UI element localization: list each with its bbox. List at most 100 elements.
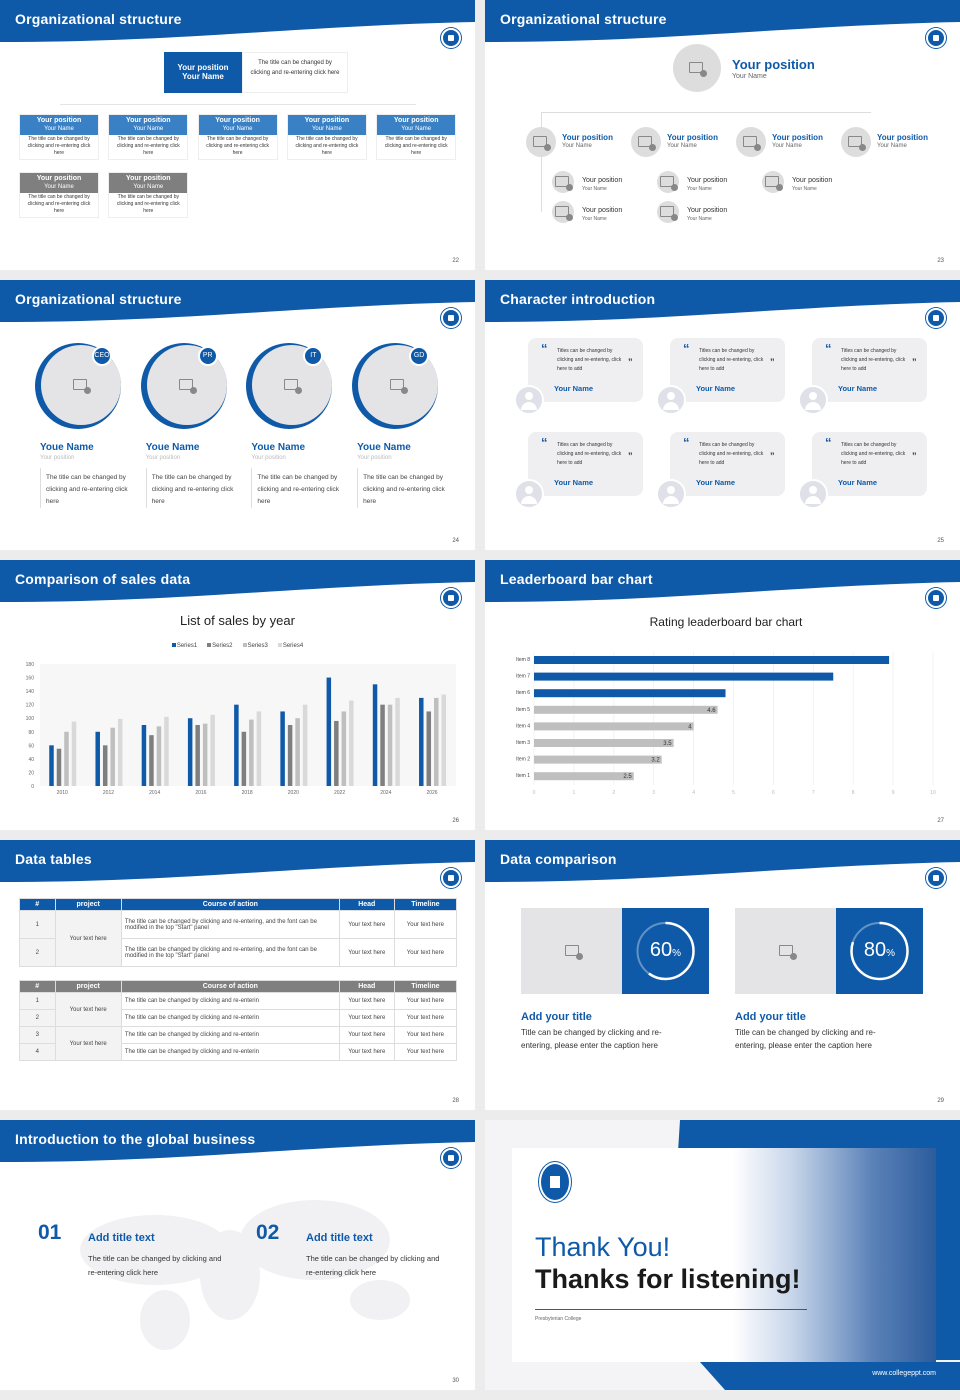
progress-ring: [636, 921, 695, 981]
slide-6[interactable]: Leaderboard bar chart 27 Rating leaderboar…: [485, 560, 960, 830]
header-shape: [0, 560, 475, 602]
open-quote-icon: “: [541, 341, 548, 356]
image-placeholder[interactable]: [673, 44, 721, 92]
college-logo: [441, 308, 461, 328]
slide-7[interactable]: Data tables 28 # project Course of action Hea…: [0, 840, 475, 1110]
position-card[interactable]: Your position Your Name The title can be c…: [19, 172, 99, 218]
image-placeholder[interactable]: [552, 201, 574, 223]
item-desc: Title can be changed by clicking and re-…: [521, 1028, 662, 1050]
image-placeholder[interactable]: [736, 127, 766, 157]
user-icon-body: [805, 496, 821, 504]
legend-label: Series2: [212, 643, 233, 649]
column-header: Timeline: [393, 980, 458, 993]
card-header: Your position Your Name: [287, 115, 366, 135]
chart-title: Rating leaderboard bar chart: [649, 615, 803, 629]
header-shape: [0, 0, 475, 42]
top-box[interactable]: Your position Your Name: [164, 52, 242, 93]
member-position: Your position: [145, 455, 181, 461]
slide-title: Data tables: [15, 851, 92, 867]
item-title: Add title text: [306, 1232, 373, 1244]
position-card[interactable]: Your position Your Name The title can be c…: [108, 114, 189, 160]
legend-label: Series3: [247, 643, 268, 649]
desc: The title can be changed by clicking and…: [206, 136, 269, 156]
ring-fill: [636, 921, 695, 981]
x-tick-label: 2022: [334, 790, 345, 796]
badge: PR: [197, 346, 218, 366]
bar: [534, 739, 674, 747]
legend-item: Series4: [277, 643, 303, 649]
slide-3[interactable]: Organizational structure 24 CEO Youe Name Yo…: [0, 280, 475, 550]
page-number: 22: [452, 258, 459, 264]
page-number: 28: [452, 1098, 459, 1104]
image-placeholder[interactable]: [521, 908, 622, 994]
y-tick-label: 160: [26, 676, 35, 682]
testimonial-card[interactable]: “ Titles can be changed by clicking and r…: [528, 338, 643, 402]
continent: [140, 1290, 190, 1350]
slide-2[interactable]: Organizational structure 23 Your position Y…: [485, 0, 960, 270]
slide-5[interactable]: Comparison of sales data 26 List of sales …: [0, 560, 475, 830]
image-placeholder[interactable]: [552, 171, 574, 193]
image-placeholder[interactable]: [657, 201, 679, 223]
image-placeholder[interactable]: [252, 345, 333, 425]
image-placeholder[interactable]: [762, 171, 784, 193]
card-header: Your position Your Name: [198, 115, 277, 135]
position-card[interactable]: Your position Your Name The title can be c…: [197, 114, 278, 160]
position-card[interactable]: Your position Your Name The title can be c…: [286, 114, 367, 160]
name: Your Name: [582, 186, 607, 192]
continent: [80, 1215, 230, 1285]
image-icon: [390, 379, 409, 394]
progress-ring: [850, 921, 909, 981]
thanks-for-listening: Thanks for listening!: [535, 1264, 801, 1294]
slide-1[interactable]: Organizational structure 22 Your position Y…: [0, 0, 475, 270]
image-placeholder[interactable]: [841, 127, 871, 157]
image-placeholder[interactable]: [631, 127, 661, 157]
item-title: Add title text: [88, 1232, 155, 1244]
desc: The title can be changed by clicking and…: [116, 194, 180, 214]
college-logo: [926, 868, 946, 888]
bar: [395, 697, 400, 786]
legend-item: Series2: [207, 643, 233, 649]
position-card[interactable]: Your position Your Name The title can be c…: [376, 114, 457, 160]
image-placeholder[interactable]: [526, 127, 556, 157]
cell-number: 4: [19, 1043, 56, 1061]
desc: The title can be changed by clicking and…: [116, 136, 180, 156]
ring-fill: [850, 921, 909, 981]
cell-head: Your text here: [338, 910, 395, 939]
testimonial-card[interactable]: “ Titles can be changed by clicking and r…: [670, 338, 785, 402]
x-tick-label: 0: [533, 790, 536, 796]
bar: [441, 694, 447, 786]
x-tick-label: 2024: [380, 790, 391, 796]
position-card[interactable]: Your position Your Name The title can be c…: [19, 114, 99, 160]
testimonial-card[interactable]: “ Titles can be changed by clicking and r…: [670, 432, 785, 496]
x-tick-label: 2012: [103, 790, 114, 796]
percent-sign: %: [672, 948, 682, 959]
position-card[interactable]: Your position Your Name The title can be c…: [108, 172, 189, 218]
college-logo: [441, 28, 461, 48]
bar: [256, 711, 262, 786]
slide-4[interactable]: Character introduction 25 “ Titles can be c…: [485, 280, 960, 550]
slide-8[interactable]: Data comparison 29 60% Add your title Title …: [485, 840, 960, 1110]
quote: Titles can be changed by clicking and re…: [841, 442, 906, 466]
open-quote-icon: “: [683, 435, 690, 450]
cell-project: Your text here: [54, 1026, 122, 1061]
member-name: Youe Name: [145, 442, 200, 453]
name: Your Name: [582, 216, 607, 222]
legend-swatch: [277, 643, 282, 647]
image-placeholder[interactable]: [657, 171, 679, 193]
testimonial-card[interactable]: “ Titles can be changed by clicking and r…: [528, 432, 643, 496]
badge: CEO: [92, 346, 112, 366]
name: Your Name: [133, 126, 164, 132]
avatar: [514, 479, 544, 509]
badge: IT: [303, 346, 324, 366]
name: Your Name: [222, 126, 253, 132]
slide-9[interactable]: Introduction to the global business 30 01 A…: [0, 1120, 475, 1390]
bar: [202, 723, 208, 786]
testimonial-card[interactable]: “ Titles can be changed by clicking and r…: [812, 338, 927, 402]
name: Your Name: [44, 184, 74, 190]
testimonial-card[interactable]: “ Titles can be changed by clicking and r…: [812, 432, 927, 496]
image-placeholder[interactable]: [735, 908, 836, 994]
item-number: 02: [256, 1221, 280, 1244]
slide-10[interactable]: Thank You! Thanks for listening! Presbyter…: [485, 1120, 960, 1390]
open-quote-icon: “: [683, 341, 690, 356]
item-number: 01: [38, 1221, 62, 1244]
